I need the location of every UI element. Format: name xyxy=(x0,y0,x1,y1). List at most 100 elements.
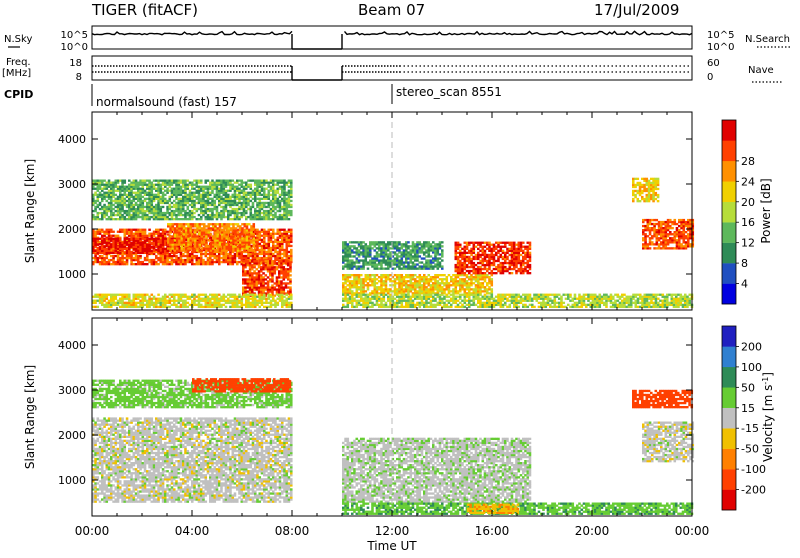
heatmap-cell xyxy=(421,292,424,294)
heatmap-cell xyxy=(256,216,259,218)
heatmap-cell xyxy=(121,296,124,298)
heatmap-cell xyxy=(479,254,482,256)
heatmap-cell xyxy=(209,182,212,184)
heatmap-cell xyxy=(457,256,460,258)
heatmap-cell xyxy=(228,225,231,227)
heatmap-cell xyxy=(254,184,257,186)
heatmap-cell xyxy=(281,182,284,184)
heatmap-cell xyxy=(253,245,256,247)
heatmap-cell xyxy=(162,233,165,235)
heatmap-cell xyxy=(455,254,458,256)
heatmap-cell xyxy=(99,252,102,254)
heatmap-cell xyxy=(97,198,100,200)
heatmap-cell xyxy=(130,218,133,220)
heatmap-cell xyxy=(241,198,244,200)
heatmap-cell xyxy=(133,186,136,188)
heatmap-cell xyxy=(258,282,261,284)
heatmap-cell xyxy=(414,290,417,292)
heatmap-cell xyxy=(226,237,229,239)
heatmap-cell xyxy=(155,302,158,304)
heatmap-cell xyxy=(283,218,286,220)
heatmap-cell xyxy=(278,276,281,278)
heatmap-cell xyxy=(223,216,226,218)
heatmap-cell xyxy=(246,241,249,243)
heatmap-cell xyxy=(173,192,176,194)
heatmap-cell xyxy=(212,227,215,229)
heatmap-cell xyxy=(148,196,151,198)
heatmap-cell xyxy=(175,196,178,198)
heatmap-cell xyxy=(108,196,111,198)
heatmap-cell xyxy=(272,184,275,186)
heatmap-cell xyxy=(97,200,100,202)
heatmap-cell xyxy=(246,235,249,237)
heatmap-cell xyxy=(128,212,131,214)
heatmap-cell xyxy=(466,244,469,246)
heatmap-cell xyxy=(245,182,248,184)
heatmap-cell xyxy=(106,200,109,202)
heatmap-cell xyxy=(208,229,211,231)
heatmap-cell xyxy=(269,260,272,262)
heatmap-cell xyxy=(205,229,208,231)
heatmap-cell xyxy=(267,290,270,292)
heatmap-cell xyxy=(250,210,253,212)
heatmap-cell xyxy=(495,242,498,244)
heatmap-cell xyxy=(235,227,238,229)
heatmap-cell xyxy=(263,206,266,208)
heatmap-cell xyxy=(209,204,212,206)
heatmap-cell xyxy=(176,250,179,252)
heatmap-cell xyxy=(265,253,268,255)
heatmap-cell xyxy=(261,253,264,255)
heatmap-cell xyxy=(477,244,480,246)
heatmap-cell xyxy=(101,190,104,192)
heatmap-cell xyxy=(452,290,455,292)
heatmap-cell xyxy=(121,186,124,188)
heatmap-cell xyxy=(261,182,264,184)
heatmap-cell xyxy=(217,227,220,229)
heatmap-cell xyxy=(119,200,122,202)
heatmap-cell xyxy=(262,290,265,292)
heatmap-cell xyxy=(211,198,214,200)
nave-right-tick-top: 60 xyxy=(707,58,720,69)
heatmap-cell xyxy=(151,242,154,244)
heatmap-cell xyxy=(101,208,104,210)
heatmap-cell xyxy=(97,259,100,261)
heatmap-cell xyxy=(162,180,165,182)
heatmap-cell xyxy=(181,245,184,247)
heatmap-cell xyxy=(112,235,115,237)
heatmap-cell xyxy=(274,255,277,257)
heatmap-cell xyxy=(459,278,462,280)
heatmap-cell xyxy=(211,192,214,194)
heatmap-cell xyxy=(153,214,156,216)
heatmap-cell xyxy=(219,250,222,252)
heatmap-cell xyxy=(130,196,133,198)
heatmap-cell xyxy=(245,192,248,194)
heatmap-cell xyxy=(218,255,221,257)
heatmap-cell xyxy=(157,298,160,300)
heatmap-cell xyxy=(247,294,250,296)
heatmap-cell xyxy=(99,298,102,300)
heatmap-cell xyxy=(371,290,374,292)
heatmap-cell xyxy=(252,218,255,220)
heatmap-cell xyxy=(277,237,280,239)
heatmap-cell xyxy=(230,239,233,241)
heatmap-cell xyxy=(423,290,426,292)
heatmap-cell xyxy=(263,204,266,206)
heatmap-cell xyxy=(270,304,273,306)
heatmap-cell xyxy=(148,216,151,218)
heatmap-cell xyxy=(389,284,392,286)
heatmap-cell xyxy=(274,202,277,204)
heatmap-cell xyxy=(220,257,223,259)
heatmap-cell xyxy=(259,184,262,186)
heatmap-cell xyxy=(226,223,229,225)
heatmap-cell xyxy=(419,284,422,286)
heatmap-cell xyxy=(486,262,489,264)
heatmap-cell xyxy=(288,218,291,220)
heatmap-cell xyxy=(144,240,147,242)
heatmap-cell xyxy=(234,204,237,206)
heatmap-cell xyxy=(214,202,217,204)
heatmap-cell xyxy=(482,268,485,270)
heatmap-cell xyxy=(288,200,291,202)
heatmap-cell xyxy=(274,272,277,274)
heatmap-cell xyxy=(119,198,122,200)
heatmap-cell xyxy=(229,190,232,192)
